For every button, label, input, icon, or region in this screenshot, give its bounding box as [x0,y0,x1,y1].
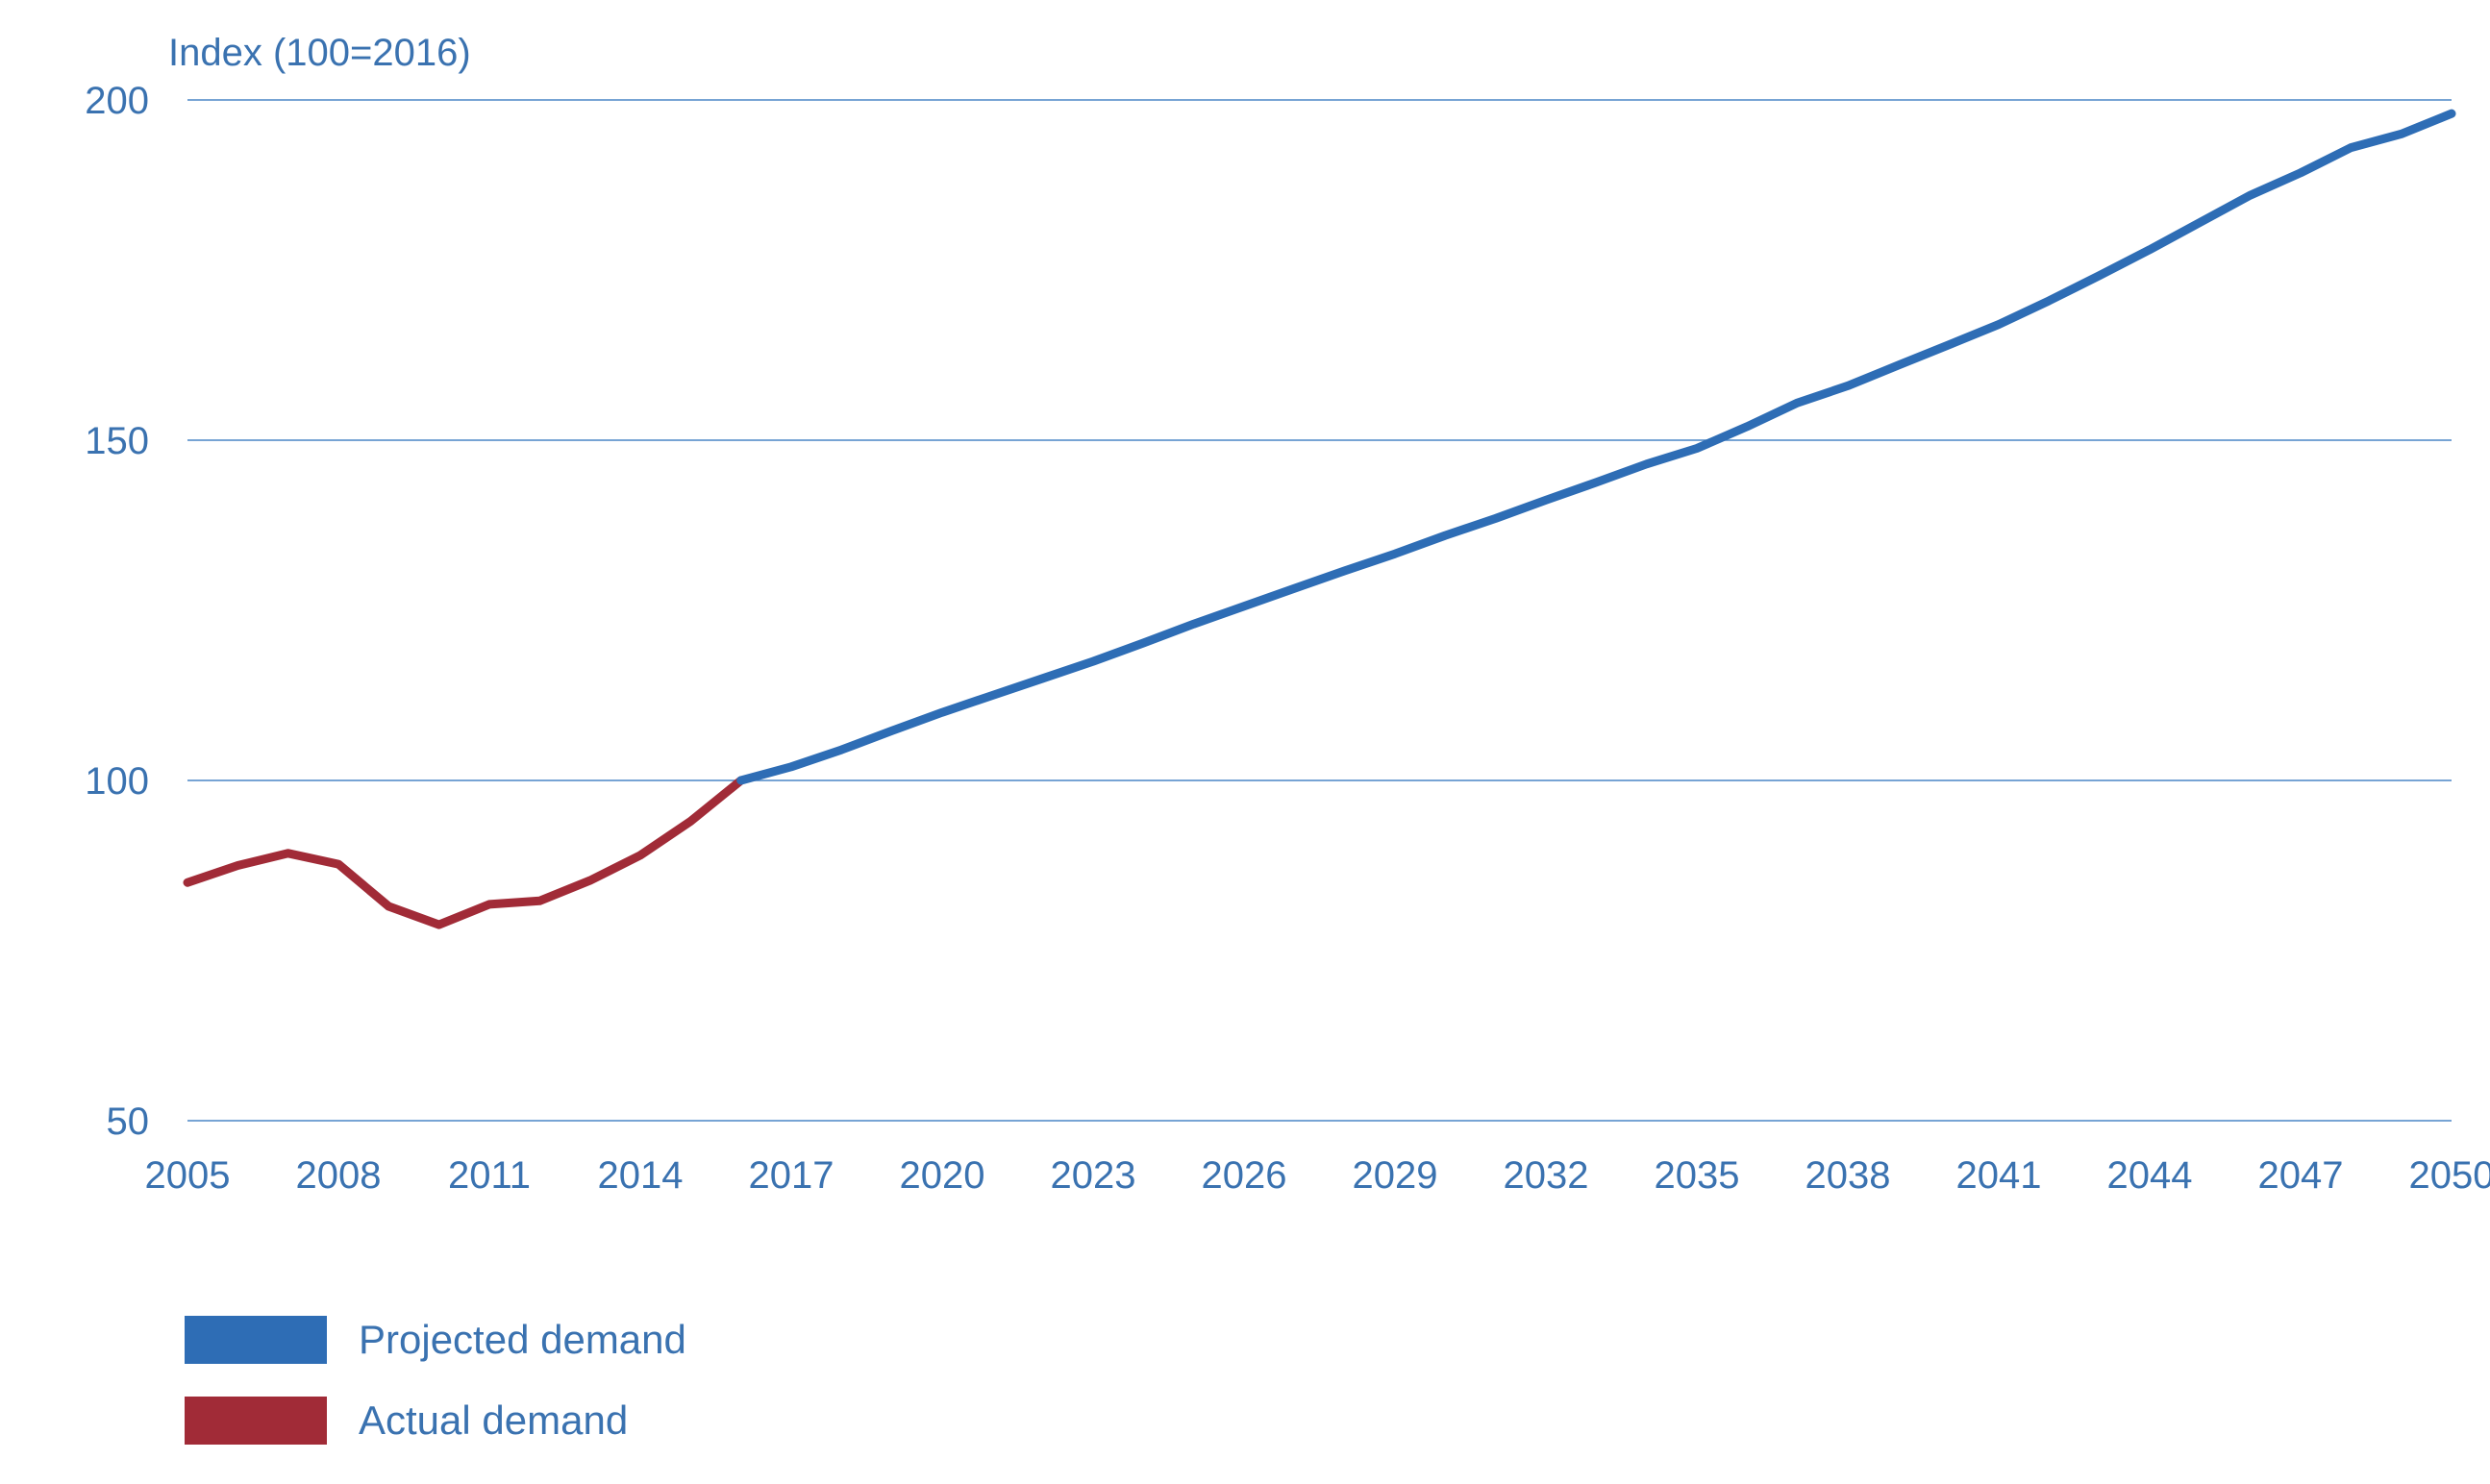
x-tick-2026: 2026 [1202,1154,1287,1197]
legend-swatch-actual [185,1397,327,1445]
x-tick-2050: 2050 [2409,1154,2490,1197]
x-tick-2011: 2011 [448,1154,531,1197]
x-tick-2041: 2041 [1956,1154,2042,1197]
x-tick-2005: 2005 [145,1154,231,1197]
y-tick-150: 150 [85,420,149,462]
legend-swatch-projected [185,1316,327,1364]
y-axis-label: Index (100=2016) [168,32,471,74]
y-tick-200: 200 [85,80,149,122]
x-tick-labels: 2005 2008 2011 2014 2017 2020 2023 2026 2029 2032… [145,1154,2490,1197]
legend: Projected demand Actual demand [185,1316,686,1445]
x-tick-2038: 2038 [1805,1154,1891,1197]
x-tick-2044: 2044 [2107,1154,2193,1197]
series-lines [183,109,2456,929]
legend-label-actual: Actual demand [359,1397,628,1443]
x-tick-2023: 2023 [1051,1154,1136,1197]
x-tick-2020: 2020 [900,1154,985,1197]
y-tick-labels: 50 100 150 200 [85,80,149,1143]
x-tick-2029: 2029 [1353,1154,1438,1197]
y-tick-50: 50 [107,1101,150,1143]
x-tick-2017: 2017 [749,1154,834,1197]
series-line-projected-demand [736,109,2456,785]
x-tick-2014: 2014 [598,1154,684,1197]
y-tick-100: 100 [85,760,149,803]
x-tick-2032: 2032 [1504,1154,1589,1197]
x-tick-2008: 2008 [296,1154,382,1197]
x-tick-2035: 2035 [1655,1154,1740,1197]
series-line-actual-demand [183,776,746,929]
gridlines [187,99,2452,1122]
legend-label-projected: Projected demand [359,1317,686,1362]
x-tick-2047: 2047 [2258,1154,2344,1197]
